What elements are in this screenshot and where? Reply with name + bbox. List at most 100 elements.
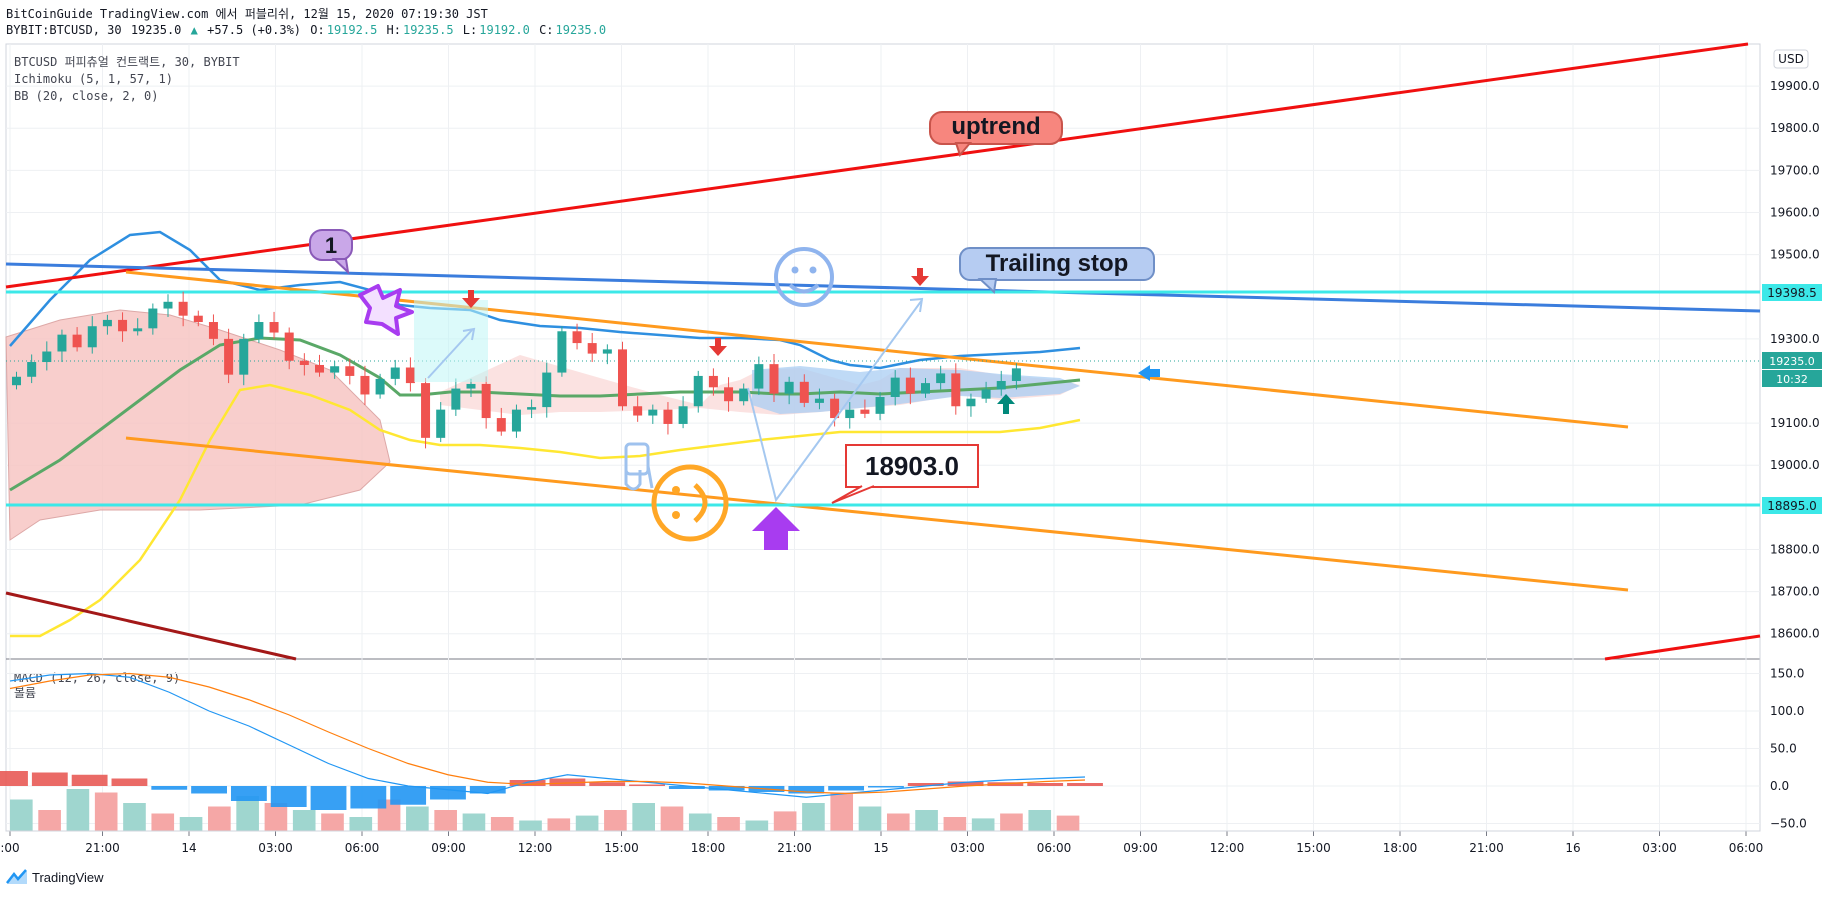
highlight-box[interactable] bbox=[414, 300, 488, 382]
volume-bar bbox=[830, 792, 854, 831]
macd-hist-bar bbox=[1067, 783, 1103, 786]
volume-bar bbox=[688, 813, 712, 831]
time-tick-label: 12:00 bbox=[518, 841, 553, 855]
candle bbox=[254, 314, 264, 344]
candle bbox=[102, 314, 112, 335]
candle bbox=[178, 291, 188, 327]
bb-middle[interactable] bbox=[9, 336, 1081, 492]
candle bbox=[996, 370, 1006, 396]
candle bbox=[527, 399, 537, 419]
macd-hist-bar bbox=[549, 778, 586, 786]
orange-face-icon[interactable] bbox=[651, 464, 729, 542]
macd-axis[interactable]: 150.0 100.0 50.0 0.0 −50.0 bbox=[1770, 667, 1807, 831]
candle bbox=[693, 370, 703, 413]
pointing-hand-icon[interactable] bbox=[624, 442, 654, 491]
time-tick-label: 06:00 bbox=[345, 841, 380, 855]
volume-bar bbox=[292, 810, 316, 831]
footer-brand[interactable]: TradingView bbox=[32, 869, 104, 885]
candle bbox=[511, 404, 521, 438]
zigzag-projection[interactable] bbox=[747, 299, 923, 503]
volume-bar bbox=[660, 806, 684, 831]
countdown-badge: 10:32 bbox=[1762, 370, 1822, 387]
sell-marker-1[interactable] bbox=[462, 290, 480, 308]
bb-upper[interactable] bbox=[9, 230, 1081, 370]
channel-lower-line[interactable] bbox=[125, 436, 1629, 592]
candle bbox=[905, 367, 915, 405]
signal-line[interactable] bbox=[9, 672, 1086, 795]
marker-one-callout[interactable]: 1 bbox=[309, 229, 353, 275]
macd-tick-label: 100.0 bbox=[1770, 704, 1804, 718]
price-tick-label: 19000.0 bbox=[1770, 458, 1820, 472]
candle bbox=[208, 314, 218, 346]
volume-bar bbox=[462, 813, 486, 831]
close-label: C: bbox=[539, 23, 554, 37]
candle bbox=[481, 376, 491, 429]
volume-bar bbox=[349, 817, 373, 831]
cloud-bearish bbox=[5, 309, 391, 541]
macd-tick-label: 0.0 bbox=[1770, 779, 1789, 793]
price-badge: 19235.0 bbox=[1762, 352, 1822, 369]
candle bbox=[860, 399, 870, 419]
macd-hist-bar bbox=[469, 786, 506, 794]
blue-trend-line[interactable] bbox=[5, 262, 1761, 313]
volume-bar bbox=[547, 818, 571, 831]
volume-bar bbox=[886, 813, 910, 831]
price-tick-label: 19600.0 bbox=[1770, 205, 1820, 219]
high-label: H: bbox=[386, 23, 401, 37]
smiley-icon[interactable] bbox=[774, 247, 834, 307]
macd-line[interactable] bbox=[9, 672, 1086, 798]
bb-lower[interactable] bbox=[10, 383, 1081, 638]
candle bbox=[633, 396, 643, 422]
candle bbox=[239, 333, 249, 386]
uptrend-line-lower[interactable] bbox=[1604, 634, 1761, 661]
volume-bar bbox=[1028, 810, 1052, 831]
sell-marker-3[interactable] bbox=[911, 268, 929, 286]
price-tick-label: 19900.0 bbox=[1770, 79, 1820, 93]
candle bbox=[345, 358, 355, 385]
price-tick-label: 19700.0 bbox=[1770, 163, 1820, 177]
time-tick-label: 15:00 bbox=[604, 841, 639, 855]
downtrend-line[interactable] bbox=[5, 591, 297, 661]
buy-marker[interactable] bbox=[997, 394, 1015, 414]
time-tick-label: 03:00 bbox=[258, 841, 293, 855]
time-tick-label: 15 bbox=[873, 841, 888, 855]
candle bbox=[148, 303, 158, 335]
sell-marker-2[interactable] bbox=[709, 338, 727, 356]
low-price-callout[interactable]: 18903.0 bbox=[831, 444, 979, 504]
legend-bb[interactable]: BB (20, close, 2, 0) bbox=[14, 89, 159, 103]
uptrend-callout[interactable]: uptrend bbox=[929, 111, 1063, 158]
currency-badge[interactable]: USD bbox=[1773, 49, 1809, 69]
volume-bar bbox=[717, 817, 740, 831]
high-value: 19235.5 bbox=[402, 23, 454, 37]
volume-bar bbox=[943, 817, 967, 831]
candle bbox=[587, 332, 597, 363]
trailing-stop-callout[interactable]: Trailing stop bbox=[959, 247, 1155, 295]
time-tick-label: 03:00 bbox=[950, 841, 985, 855]
price-axis[interactable]: 19900.0 19800.0 19700.0 19600.0 19500.0 19300… bbox=[1770, 79, 1820, 641]
candle bbox=[421, 378, 431, 449]
candle bbox=[618, 341, 627, 411]
volume-bar bbox=[773, 811, 797, 831]
marker-one-text: 1 bbox=[325, 233, 337, 258]
ohlc-line: BYBIT:BTCUSD, 30 19235.0 ▲ +57.5 (+0.3%)… bbox=[6, 22, 608, 38]
uptrend-line[interactable] bbox=[5, 42, 1749, 289]
volume-bar bbox=[66, 789, 90, 831]
time-tick-label: 15:00 bbox=[1296, 841, 1331, 855]
close-value: 19235.0 bbox=[555, 23, 607, 37]
left-arrow-icon[interactable] bbox=[1138, 365, 1160, 381]
macd-hist-bar bbox=[230, 786, 267, 801]
legend-title[interactable]: BTCUSD 퍼피츄얼 컨트랙트, 30, BYBIT bbox=[14, 55, 240, 69]
level-badge-lower: 18895.0 bbox=[1762, 497, 1822, 514]
projection-arrow[interactable] bbox=[427, 329, 473, 379]
purple-pointer-icon[interactable] bbox=[358, 284, 414, 336]
volume-bar bbox=[151, 813, 175, 831]
time-axis[interactable]: :00 21:00 14 03:00 06:00 09:00 12:00 15:00 18:00… bbox=[0, 830, 1763, 855]
candle bbox=[405, 357, 415, 392]
up-arrow-icon[interactable] bbox=[752, 507, 800, 550]
legend-volume[interactable]: 볼륨 bbox=[14, 686, 36, 700]
legend-ichimoku[interactable]: Ichimoku (5, 1, 57, 1) bbox=[14, 72, 173, 86]
candle bbox=[981, 381, 991, 403]
candle bbox=[572, 323, 582, 350]
time-tick-label: 21:00 bbox=[777, 841, 812, 855]
